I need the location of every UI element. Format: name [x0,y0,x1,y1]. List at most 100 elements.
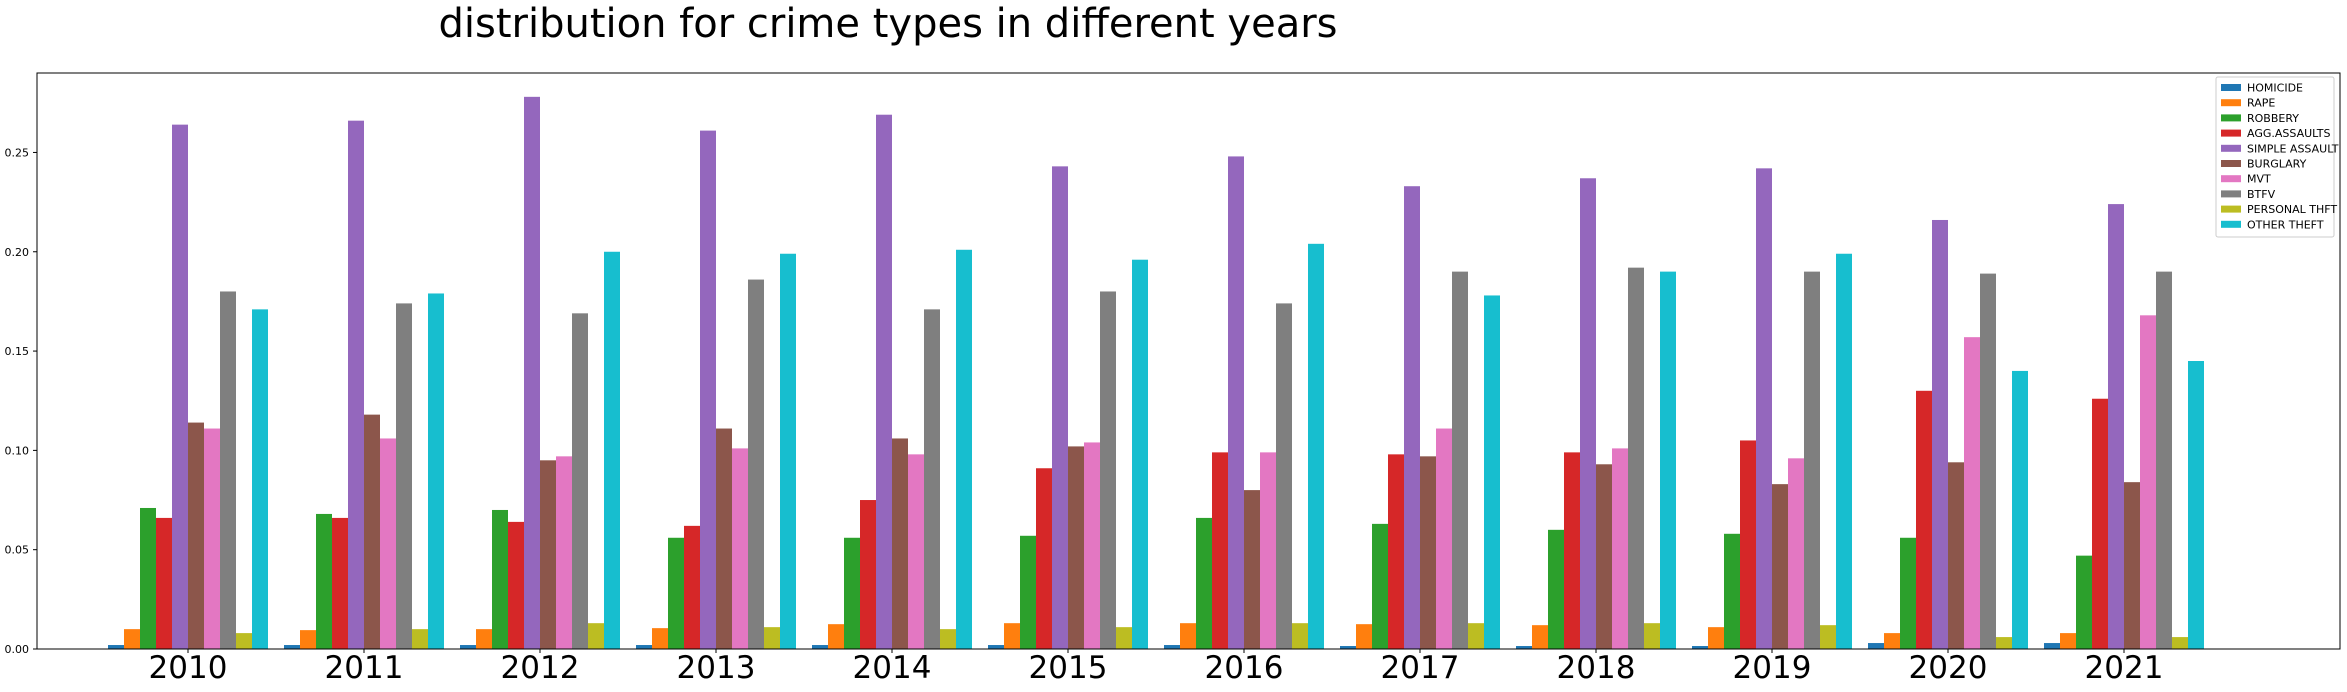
bar-agg-assaults-2013 [684,525,700,649]
y-tick-label: 0.10 [5,444,30,457]
bar-robbery-2020 [1900,537,1916,649]
legend-swatch [2221,129,2241,137]
bar-homicide-2019 [1692,646,1708,649]
legend-label: AGG.ASSAULTS [2247,127,2330,140]
bar-mvt-2020 [1964,337,1980,649]
bar-other-theft-2017 [1484,295,1500,649]
legend-label: SIMPLE ASSAULT [2247,142,2339,155]
bar-mvt-2015 [1084,442,1100,649]
bar-personal-thft-2018 [1644,623,1660,649]
x-tick-label: 2012 [501,650,580,686]
bar-robbery-2010 [140,507,156,649]
bar-personal-thft-2021 [2172,637,2188,649]
bar-robbery-2019 [1724,533,1740,649]
bar-btfv-2013 [748,279,764,649]
bar-btfv-2011 [396,303,412,649]
bar-btfv-2019 [1804,271,1820,649]
bar-other-theft-2013 [780,253,796,650]
bar-btfv-2016 [1276,303,1292,649]
bar-other-theft-2019 [1836,253,1852,650]
bar-btfv-2017 [1452,271,1468,649]
bar-rape-2018 [1532,625,1548,649]
bar-homicide-2017 [1340,646,1356,649]
bar-agg-assaults-2021 [2092,398,2108,649]
bar-burglary-2014 [892,438,908,649]
bar-personal-thft-2020 [1996,637,2012,649]
bar-rape-2020 [1884,633,1900,649]
bar-robbery-2018 [1548,529,1564,649]
bar-robbery-2015 [1020,535,1036,649]
bar-simple-assault-2020 [1932,219,1948,649]
bar-other-theft-2014 [956,249,972,650]
bar-simple-assault-2016 [1228,156,1244,649]
bar-homicide-2021 [2044,643,2060,649]
bar-burglary-2010 [188,422,204,649]
bar-personal-thft-2010 [236,633,252,649]
bar-robbery-2013 [668,537,684,649]
bar-robbery-2017 [1372,523,1388,649]
y-tick-label: 0.00 [5,643,30,656]
bar-burglary-2021 [2124,482,2140,649]
legend-box [2215,76,2335,238]
bar-mvt-2019 [1788,458,1804,649]
x-tick-label: 2014 [853,650,932,686]
bar-btfv-2015 [1100,291,1116,649]
legend-swatch [2221,99,2241,107]
bar-burglary-2012 [540,460,556,649]
bar-agg-assaults-2018 [1564,452,1580,649]
y-axis: 0.00 0.05 0.10 0.15 0.20 0.25 [5,146,37,656]
bar-robbery-2021 [2076,555,2092,649]
bar-rape-2016 [1180,623,1196,649]
bar-rape-2011 [300,630,316,649]
legend-swatch [2221,205,2241,213]
bar-rape-2015 [1004,623,1020,649]
bar-simple-assault-2011 [348,120,364,650]
bar-burglary-2017 [1420,456,1436,649]
bar-mvt-2017 [1436,428,1452,649]
bar-btfv-2018 [1628,267,1644,649]
bar-mvt-2011 [380,438,396,649]
bar-mvt-2010 [204,428,220,649]
bar-agg-assaults-2019 [1740,440,1756,649]
bar-agg-assaults-2017 [1388,454,1404,649]
legend-label: ROBBERY [2247,112,2299,125]
y-tick-label: 0.20 [5,246,30,259]
x-tick-label: 2016 [1205,650,1284,686]
legend-swatch [2221,144,2241,152]
bar-mvt-2014 [908,454,924,649]
bar-robbery-2016 [1196,517,1212,649]
bar-agg-assaults-2010 [156,517,172,649]
legend-label: PERSONAL THFT [2247,203,2337,216]
bar-simple-assault-2019 [1756,168,1772,649]
bar-personal-thft-2019 [1820,625,1836,649]
bar-agg-assaults-2011 [332,517,348,649]
bar-robbery-2011 [316,513,332,649]
bar-mvt-2012 [556,456,572,649]
bar-personal-thft-2017 [1468,623,1484,649]
bar-robbery-2014 [844,537,860,649]
bar-other-theft-2012 [604,251,620,650]
bar-homicide-2011 [284,645,300,649]
bar-burglary-2018 [1596,464,1612,649]
legend-label: HOMICIDE [2247,82,2303,95]
bar-agg-assaults-2015 [1036,468,1052,649]
bar-rape-2013 [652,628,668,649]
bar-simple-assault-2021 [2108,204,2124,649]
bar-burglary-2019 [1772,484,1788,649]
bar-simple-assault-2018 [1580,178,1596,649]
x-tick-label: 2011 [325,650,404,686]
bar-other-theft-2015 [1132,259,1148,649]
bar-homicide-2010 [108,645,124,649]
bar-homicide-2015 [988,645,1004,649]
bar-homicide-2016 [1164,645,1180,649]
bar-rape-2014 [828,624,844,649]
bar-homicide-2013 [636,645,652,649]
legend: HOMICIDE RAPE ROBBERY AGG.ASSAULTS SIMPLE AS… [2215,76,2339,238]
bar-btfv-2010 [220,291,236,649]
bar-mvt-2018 [1612,448,1628,649]
bar-burglary-2011 [364,414,380,649]
bar-simple-assault-2012 [524,96,540,650]
bar-btfv-2012 [572,313,588,649]
